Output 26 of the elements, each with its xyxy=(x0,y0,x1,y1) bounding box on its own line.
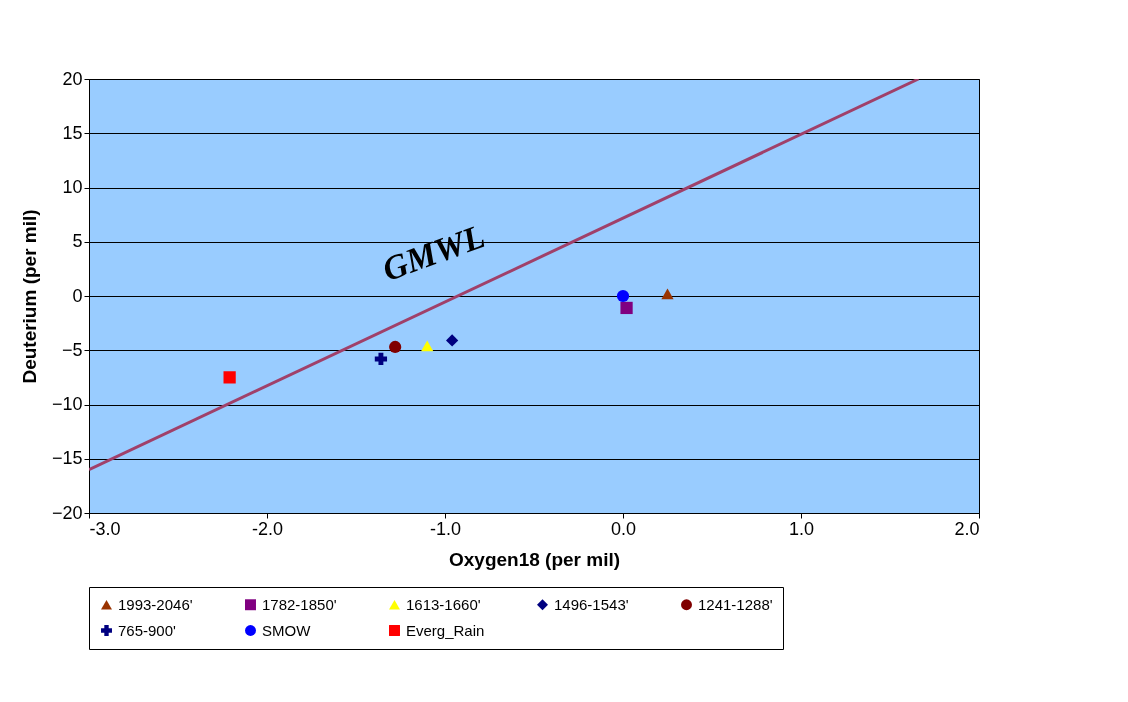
x-tick-label: 1.0 xyxy=(788,518,815,539)
legend-label: 1782-1850' xyxy=(262,595,337,613)
y-tick-label: 20 xyxy=(62,68,83,89)
y-tick-label: 5 xyxy=(72,231,83,252)
legend-label: Everg_Rain xyxy=(406,621,485,639)
y-tick-label: 10 xyxy=(62,177,83,197)
x-tick-label: -1.0 xyxy=(429,518,462,539)
x-tick-label: 2.0 xyxy=(954,518,980,539)
y-tick-label: −15 xyxy=(51,448,83,469)
y-tick-label: 15 xyxy=(62,122,83,143)
legend-label: 1496-1543' xyxy=(554,595,629,613)
y-tick-label: −20 xyxy=(51,502,83,523)
legend-label: 765-900' xyxy=(118,621,177,639)
x-axis-title: Oxygen18 (per mil) xyxy=(448,548,621,570)
legend-label: 1613-1660' xyxy=(406,595,481,613)
y-axis-title: Deuterium (per mil) xyxy=(18,209,40,384)
x-tick-label: -3.0 xyxy=(89,518,121,539)
legend-label: SMOW xyxy=(262,621,312,639)
x-tick-label: 0.0 xyxy=(610,518,637,539)
y-tick-label: −5 xyxy=(61,339,83,360)
annotation: GMWL xyxy=(377,217,490,289)
x-tick-label: -2.0 xyxy=(251,518,284,539)
legend-label: 1993-2046' xyxy=(118,595,193,613)
legend-label: 1241-1288' xyxy=(698,595,773,613)
y-tick-label: −10 xyxy=(51,394,83,414)
y-tick-label: 0 xyxy=(72,285,83,306)
